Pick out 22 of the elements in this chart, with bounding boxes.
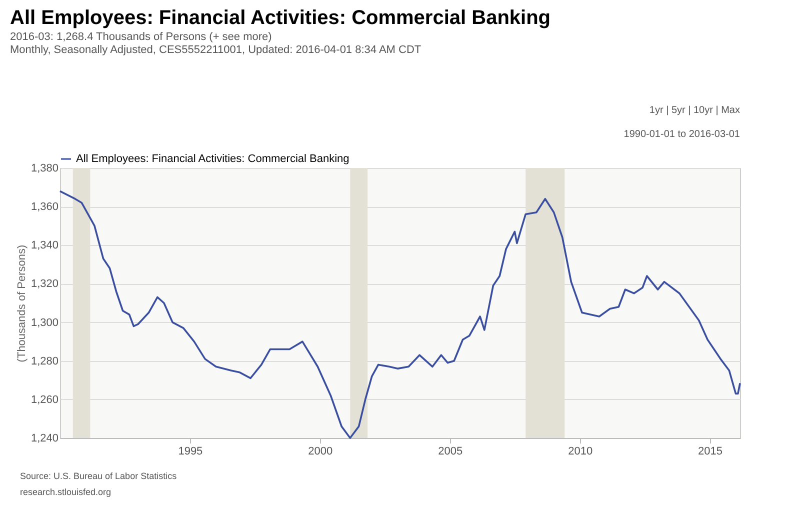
line-series bbox=[59, 190, 741, 439]
text: 1yr | 5yr | 10yr | Max bbox=[649, 105, 740, 116]
y-tick-label: 1,300 bbox=[30, 316, 58, 329]
y-tick-label: 1,280 bbox=[30, 355, 58, 368]
y-tick-label: 1,340 bbox=[30, 240, 58, 252]
source-note: Source: U.S. Bureau of Labor Statistics bbox=[20, 471, 178, 481]
x-tick-label: 2000 bbox=[308, 446, 333, 458]
y-tick-label: 1,320 bbox=[30, 278, 58, 290]
x-tick-label: 1995 bbox=[178, 446, 203, 458]
x-tick-label: 2005 bbox=[438, 446, 463, 458]
chart-title: All Employees: Financial Activities: Commercial Banking bbox=[10, 7, 551, 29]
y-tick-label: 1,240 bbox=[30, 432, 58, 444]
text: research.stlouisfed.org bbox=[20, 487, 112, 497]
y-tick-label: 1,380 bbox=[30, 162, 58, 174]
y-tick-label: 1,360 bbox=[30, 201, 58, 214]
y-axis-title: (Thousands of Persons) bbox=[16, 244, 28, 362]
y-tick-label: 1,260 bbox=[30, 394, 58, 406]
x-tick-label: 2010 bbox=[568, 446, 593, 458]
x-tick-label: 2015 bbox=[698, 446, 722, 458]
chart-subtitle: 2016-03: 1,268.4 Thousands of Persons (+ see more) Monthly, Seasonally Adjusted, CES5552211001, Updated: 2016-04-01 8:34 AM CDT bbox=[10, 31, 422, 56]
text: 1990-01-01 to 2016-03-01 bbox=[624, 129, 740, 140]
text: All Employees: Financial Activities: Commercial Banking bbox=[76, 153, 350, 165]
